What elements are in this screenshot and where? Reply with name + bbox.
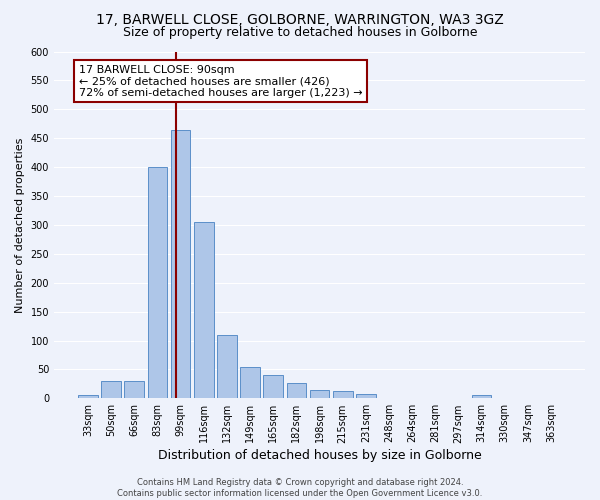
Bar — [240, 366, 260, 398]
Bar — [287, 382, 306, 398]
Bar — [333, 392, 353, 398]
Text: 17 BARWELL CLOSE: 90sqm
← 25% of detached houses are smaller (426)
72% of semi-d: 17 BARWELL CLOSE: 90sqm ← 25% of detache… — [79, 65, 362, 98]
Bar — [124, 381, 144, 398]
X-axis label: Distribution of detached houses by size in Golborne: Distribution of detached houses by size … — [158, 450, 481, 462]
Bar — [472, 396, 491, 398]
Text: Contains HM Land Registry data © Crown copyright and database right 2024.
Contai: Contains HM Land Registry data © Crown c… — [118, 478, 482, 498]
Text: 17, BARWELL CLOSE, GOLBORNE, WARRINGTON, WA3 3GZ: 17, BARWELL CLOSE, GOLBORNE, WARRINGTON,… — [96, 12, 504, 26]
Y-axis label: Number of detached properties: Number of detached properties — [15, 137, 25, 312]
Bar — [356, 394, 376, 398]
Bar — [78, 396, 98, 398]
Bar — [194, 222, 214, 398]
Bar — [310, 390, 329, 398]
Bar — [148, 167, 167, 398]
Bar — [263, 375, 283, 398]
Bar — [217, 334, 237, 398]
Bar — [101, 381, 121, 398]
Bar — [171, 130, 190, 398]
Text: Size of property relative to detached houses in Golborne: Size of property relative to detached ho… — [123, 26, 477, 39]
